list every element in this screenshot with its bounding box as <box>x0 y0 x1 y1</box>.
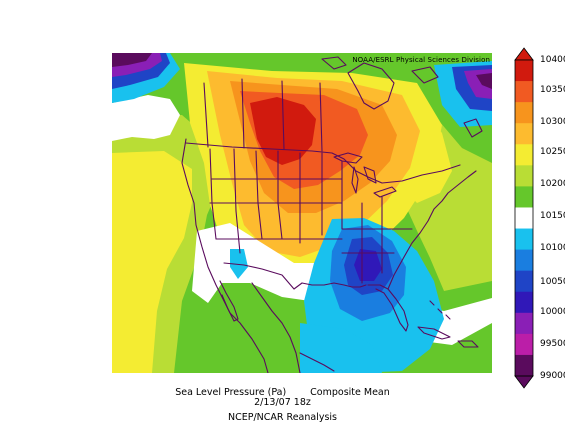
canada-province-lines <box>203 78 323 152</box>
colorbar-label-102000: 102000 <box>540 179 565 189</box>
colorbar-segment <box>515 354 533 377</box>
colorbar-label-102500: 102500 <box>540 147 565 157</box>
colorbar-segment <box>515 123 533 145</box>
colorbar-label-103500: 103500 <box>540 85 565 95</box>
colorbar-label-101000: 101000 <box>540 243 565 253</box>
pressure-field-svg <box>112 53 492 373</box>
us-mexico-border <box>223 262 303 290</box>
arctic-islands-outline <box>321 56 439 84</box>
colorbar-label-104000: 104000 <box>540 55 565 65</box>
colorbar-label-99500: 99500 <box>540 339 565 349</box>
colorbar-segment <box>515 291 533 314</box>
colorbar-segment <box>515 144 533 166</box>
colorbar-segment <box>515 249 533 272</box>
map-caption: Sea Level Pressure (Pa) Composite Mean 2/… <box>0 387 565 424</box>
lake-huron-outline <box>363 166 377 184</box>
sea-level-pressure-map <box>112 53 492 373</box>
caption-variable: Sea Level Pressure (Pa) <box>175 387 287 398</box>
baja-california-outline <box>219 280 239 322</box>
field-98500-northwest <box>112 53 152 67</box>
us-canada-border <box>185 142 461 184</box>
colorbar-segment <box>515 270 533 293</box>
lake-superior-outline <box>333 152 363 164</box>
field-99500-low <box>354 249 382 281</box>
east-coast-outline <box>387 170 477 290</box>
texas-coast-outline <box>301 282 367 288</box>
colorbar-label-101500: 101500 <box>540 211 565 221</box>
colorbar-segment <box>515 60 533 82</box>
colorbar-frame <box>514 59 534 377</box>
field-102000-west <box>112 151 192 373</box>
colorbar-segment <box>515 165 533 187</box>
colorbar-segments <box>515 60 533 377</box>
colorbar-segment <box>515 102 533 124</box>
newfoundland-outline <box>463 118 483 138</box>
lake-michigan-outline <box>351 166 359 194</box>
florida-outline <box>367 284 409 332</box>
field-98500-northeast <box>476 73 492 89</box>
caption-source: NCEP/NCAR Reanalysis <box>227 412 337 423</box>
gulf-coast-outline <box>251 282 301 373</box>
caption-date: 2/13/07 18z <box>254 397 311 408</box>
caption-line-1: Sea Level Pressure (Pa) Composite Mean <box>0 387 565 398</box>
cuba-outline <box>417 326 451 340</box>
colorbar-label-100000: 100000 <box>540 307 565 317</box>
colorbar-label-103000: 103000 <box>540 117 565 127</box>
field-101000-gulf <box>300 323 382 373</box>
hispaniola-outline <box>457 340 479 348</box>
colorbar <box>514 47 534 389</box>
map-credit: NOAA/ESRL Physical Sciences Division <box>352 56 490 64</box>
colorbar-segment <box>515 81 533 103</box>
colorbar-arrow-top <box>514 47 534 61</box>
west-coast-outline <box>181 138 269 373</box>
colorbar-segment <box>515 186 533 208</box>
colorbar-segment <box>515 333 533 356</box>
central-america-outline <box>299 352 335 372</box>
caption-statistic: Composite Mean <box>310 387 390 398</box>
map-outlines <box>181 56 483 373</box>
bahamas-outline <box>429 300 451 320</box>
field-101000-northwest <box>112 95 180 141</box>
state-lines-east <box>341 196 413 284</box>
colorbar-segment <box>515 207 533 230</box>
colorbar-segment <box>515 312 533 335</box>
colorbar-segment <box>515 228 533 251</box>
hudson-bay-outline <box>347 62 395 110</box>
colorbar-label-100500: 100500 <box>540 277 565 287</box>
state-lines-central <box>209 152 343 244</box>
colorbar-label-99000: 99000 <box>540 371 565 381</box>
lake-erie-outline <box>373 186 397 198</box>
